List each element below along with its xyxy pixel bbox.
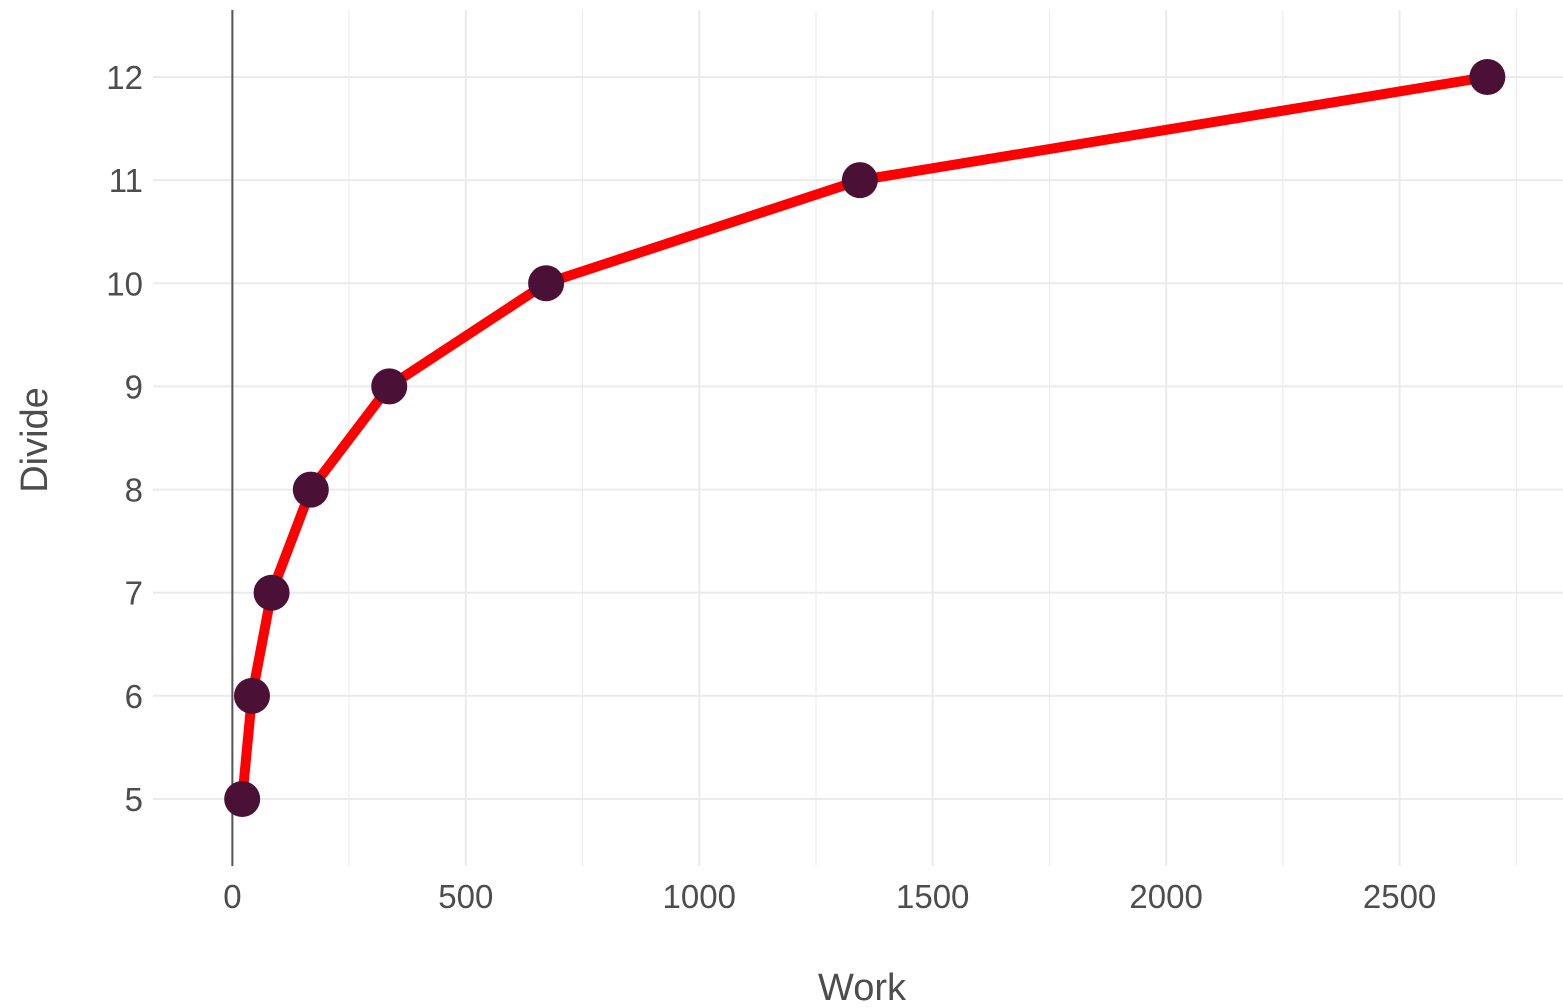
y-tick-label: 7 xyxy=(125,575,143,612)
points-layer xyxy=(224,59,1506,817)
x-gridlines xyxy=(231,10,1517,866)
x-tick-label: 2500 xyxy=(1363,878,1436,915)
data-point xyxy=(841,162,878,199)
y-tick-labels: 5 6 7 8 9 10 11 12 xyxy=(106,59,143,818)
y-tick-label: 10 xyxy=(106,265,143,302)
data-point xyxy=(224,780,261,817)
data-point xyxy=(371,368,408,405)
y-tick-label: 12 xyxy=(106,59,143,96)
y-gridlines xyxy=(153,76,1563,800)
data-point xyxy=(292,471,329,508)
x-tick-label: 1000 xyxy=(663,878,736,915)
x-axis-title: Work xyxy=(818,967,907,1008)
y-tick-label: 6 xyxy=(125,678,143,715)
x-tick-label: 0 xyxy=(223,878,241,915)
x-tick-label: 500 xyxy=(438,878,493,915)
y-tick-label: 8 xyxy=(125,472,143,509)
y-tick-label: 11 xyxy=(109,162,143,199)
x-tick-labels: 0 500 1000 1500 2000 2500 xyxy=(223,878,1436,915)
data-point xyxy=(1469,59,1506,96)
y-axis-title: Divide xyxy=(14,387,56,493)
x-tick-label: 1500 xyxy=(896,878,969,915)
data-point xyxy=(253,574,290,611)
y-tick-label: 9 xyxy=(125,368,143,405)
data-point xyxy=(233,677,270,714)
data-point xyxy=(528,265,565,302)
y-tick-label: 5 xyxy=(125,781,143,818)
x-tick-label: 2000 xyxy=(1129,878,1202,915)
